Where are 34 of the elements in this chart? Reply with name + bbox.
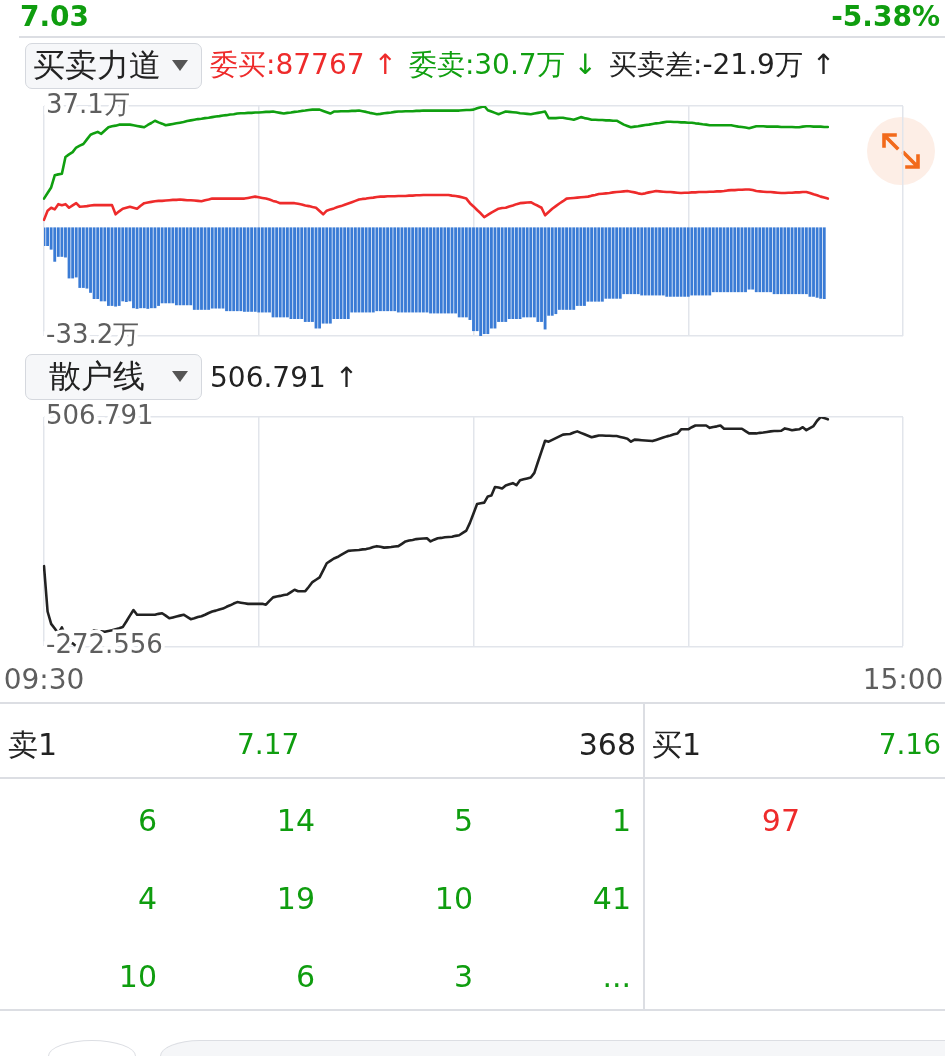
y-tick-label: -33.2万 xyxy=(46,318,140,349)
text: 委卖:30.7万 ↓ xyxy=(408,47,598,83)
text: 4 xyxy=(137,881,157,917)
text: 10 xyxy=(118,959,157,995)
text: 买1 xyxy=(652,727,702,763)
chart-title: 买卖力道 xyxy=(32,45,162,86)
y-tick-label: 37.1万 xyxy=(46,88,130,119)
text: 3 xyxy=(453,959,473,995)
x-tick-label: 09:30 xyxy=(3,663,85,697)
text: 买卖差:-21.9万 ↑ xyxy=(609,47,836,83)
text: 7.03 xyxy=(20,0,90,34)
x-tick-label: 15:00 xyxy=(862,663,944,697)
text: ... xyxy=(602,959,631,995)
text: 97 xyxy=(761,803,800,839)
text: 19 xyxy=(276,881,315,917)
text: 7.17 xyxy=(237,728,300,762)
y-tick-label: 506.791 xyxy=(46,399,154,430)
chart-title: 散户线 xyxy=(48,356,146,397)
select-box: 买卖力道 xyxy=(25,43,202,89)
text: 14 xyxy=(276,803,315,839)
text: 6 xyxy=(137,803,157,839)
text: 10 xyxy=(434,881,473,917)
text: 5 xyxy=(453,803,473,839)
text: 委买:87767 ↑ xyxy=(210,47,397,83)
text: -5.38% xyxy=(831,0,940,34)
text: 1 xyxy=(611,803,631,839)
text: 6 xyxy=(295,959,315,995)
text: 卖1 xyxy=(8,727,58,763)
text: 7.16 xyxy=(878,728,941,762)
y-tick-label: -272.556 xyxy=(46,629,163,660)
text: 368 xyxy=(578,727,636,763)
select-box: 散户线 xyxy=(25,354,202,400)
text: 41 xyxy=(592,881,631,917)
text: 506.791 ↑ xyxy=(210,360,359,394)
